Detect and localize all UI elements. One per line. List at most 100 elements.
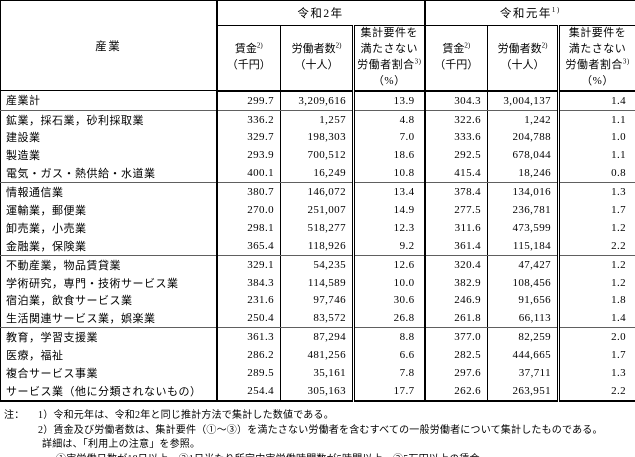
r1-wage-value: 415.4 xyxy=(423,164,488,184)
industry-name: サービス業（他に分類されないもの） xyxy=(6,385,202,398)
table-row: 学術研究，専門・技術サービス業 384.3 114,589 10.0 382.9… xyxy=(1,273,635,292)
workers-unit: （十人） xyxy=(500,58,545,71)
industry-name: 生活関連サービス業，娯楽業 xyxy=(0,309,217,329)
table-row: 生活関連サービス業，娯楽業 250.4 83,572 26.8 261.8 66… xyxy=(0,309,635,329)
r1-ratio-value: 0.8 xyxy=(557,164,635,184)
r2-workers-value: 1,257 xyxy=(280,110,354,129)
note-line-4: ①実労働日数が18日以上 ②1日当たり所定内実労働時間数が5時間以上 ③5万円以… xyxy=(0,453,635,457)
r1-ratio-header: 集計要件を 満たさない 労働者割合3) （%） xyxy=(557,25,635,92)
r1-workers-value: 47,427 xyxy=(487,255,559,274)
r2-ratio-value: 6.6 xyxy=(351,346,425,365)
wage-unit: （千円） xyxy=(226,58,271,71)
r2-workers-value: 118,926 xyxy=(280,236,354,256)
r1-ratio-value: 1.7 xyxy=(557,201,635,219)
r2-workers-value: 481,256 xyxy=(280,346,354,365)
r1-ratio-value: 1.3 xyxy=(557,364,635,382)
r1-wage-value: 304.3 xyxy=(423,90,488,111)
industry-name: 宿泊業，飲食サービス業 xyxy=(6,295,133,308)
r1-wage-value: 277.5 xyxy=(423,201,488,219)
industry-name: 産業計 xyxy=(0,90,217,111)
r2-workers-value: 198,303 xyxy=(280,128,354,147)
r1-ratio-value: 1.2 xyxy=(557,255,635,274)
r1-workers-value: 37,711 xyxy=(487,364,559,382)
r2-wage-value: 298.1 xyxy=(215,218,281,237)
r2-wage-value: 231.6 xyxy=(215,291,281,310)
r1-workers-value: 3,004,137 xyxy=(487,90,559,111)
ratio-line1: 集計要件を xyxy=(568,27,627,39)
r2-workers-header: 労働者数2) （十人） xyxy=(280,25,354,92)
r1-workers-value: 204,788 xyxy=(487,128,559,147)
industry-name: 建設業 xyxy=(6,132,41,145)
r1-wage-value: 378.4 xyxy=(423,182,488,202)
r2-workers-value: 97,746 xyxy=(280,291,354,310)
r2-ratio-value: 9.2 xyxy=(351,236,425,256)
r2-ratio-value: 10.0 xyxy=(351,273,425,292)
note-text-4: ①実労働日数が18日以上 ②1日当たり所定内実労働時間数が5時間以上 ③5万円以… xyxy=(56,454,480,457)
r2-wage-value: 286.2 xyxy=(215,346,281,365)
note-text-1: 1）令和元年は、令和2年と同じ推計方法で集計した数値である。 xyxy=(38,409,334,421)
industry-name: 金融業，保険業 xyxy=(0,236,217,256)
r1-wage-value: 297.6 xyxy=(423,364,488,382)
wage-label: 賃金 xyxy=(442,42,465,55)
reiwa1-sup: 1) xyxy=(551,6,561,15)
ratio-line3: 労働者割合 xyxy=(565,58,623,71)
table-row: 複合サービス事業 289.5 35,161 7.8 297.6 37,711 1… xyxy=(1,364,635,382)
wage-statistics-table: 産業 令和2年 令和元年1) 賃金2) （千円） 労働者数2) （十人） xyxy=(0,0,635,402)
note-line-2: 2）賃金及び労働者数は、集計要件（①～③）を満たさない労働者を含むすべての一般労… xyxy=(0,424,635,439)
industry-name: 情報通信業 xyxy=(6,187,64,200)
r1-wage-value: 262.6 xyxy=(423,382,488,401)
r2-ratio-value: 12.3 xyxy=(351,218,425,237)
r2-wage-value: 365.4 xyxy=(215,236,281,256)
r1-workers-value: 678,044 xyxy=(487,146,559,165)
r2-ratio-value: 14.9 xyxy=(351,201,425,219)
reiwa1-band-header: 令和元年1) xyxy=(423,0,635,26)
table-row: 金融業，保険業 365.4 118,926 9.2 361.4 115,184 … xyxy=(0,236,635,256)
r1-wage-value: 333.6 xyxy=(423,128,488,147)
table-row: 情報通信業 380.7 146,072 13.4 378.4 134,016 1… xyxy=(1,182,635,202)
r1-wage-value: 246.9 xyxy=(423,291,488,310)
r1-wage-value: 261.8 xyxy=(423,309,488,329)
r1-workers-value: 82,259 xyxy=(487,327,559,347)
table-row: 電気・ガス・熱供給・水道業 400.1 16,249 10.8 415.4 18… xyxy=(0,164,635,184)
ratio-unit: （%） xyxy=(581,74,614,87)
industry-name: 卸売業，小売業 xyxy=(6,222,87,235)
r1-ratio-value: 1.0 xyxy=(557,128,635,147)
workers-label: 労働者数 xyxy=(497,42,542,55)
r1-ratio-value: 1.2 xyxy=(557,218,635,237)
table-body: 産業計 299.7 3,209,616 13.9 304.3 3,004,137… xyxy=(0,90,635,401)
r1-ratio-value: 1.3 xyxy=(557,182,635,202)
r1-ratio-value: 1.1 xyxy=(557,146,635,165)
r2-ratio-value: 26.8 xyxy=(351,309,425,329)
r2-ratio-value: 30.6 xyxy=(351,291,425,310)
r2-workers-value: 54,235 xyxy=(280,255,354,274)
r2-workers-value: 251,007 xyxy=(280,201,354,219)
ratio-line3: 労働者割合 xyxy=(357,58,415,71)
r2-ratio-value: 13.4 xyxy=(351,182,425,202)
industry-name: 電気・ガス・熱供給・水道業 xyxy=(0,164,217,184)
industry-name: 複合サービス事業 xyxy=(6,368,98,381)
industry-name: 医療，福祉 xyxy=(6,350,64,363)
r2-wage-value: 400.1 xyxy=(215,164,281,184)
r2-wage-value: 299.7 xyxy=(215,90,281,111)
r2-wage-value: 329.1 xyxy=(215,255,281,274)
r2-ratio-value: 7.8 xyxy=(351,364,425,382)
r1-wage-header: 賃金2) （千円） xyxy=(423,25,488,92)
r2-wage-value: 254.4 xyxy=(215,382,281,401)
r1-ratio-value: 1.1 xyxy=(557,110,635,129)
r1-wage-value: 311.6 xyxy=(423,218,488,237)
r2-ratio-value: 10.8 xyxy=(351,164,425,184)
r2-workers-value: 35,161 xyxy=(280,364,354,382)
r1-ratio-value: 1.4 xyxy=(557,309,635,329)
r2-workers-value: 16,249 xyxy=(280,164,354,184)
r1-workers-value: 18,246 xyxy=(487,164,559,184)
wage-sup: 2) xyxy=(256,41,263,50)
r1-workers-value: 66,113 xyxy=(487,309,559,329)
r2-workers-value: 305,163 xyxy=(280,382,354,401)
table-row: 産業計 299.7 3,209,616 13.9 304.3 3,004,137… xyxy=(0,90,635,111)
r2-workers-value: 518,277 xyxy=(280,218,354,237)
industry-name: 鉱業，採石業，砂利採取業 xyxy=(6,114,144,127)
r1-wage-value: 382.9 xyxy=(423,273,488,292)
r2-ratio-value: 17.7 xyxy=(351,382,425,401)
r2-wage-value: 384.3 xyxy=(215,273,281,292)
